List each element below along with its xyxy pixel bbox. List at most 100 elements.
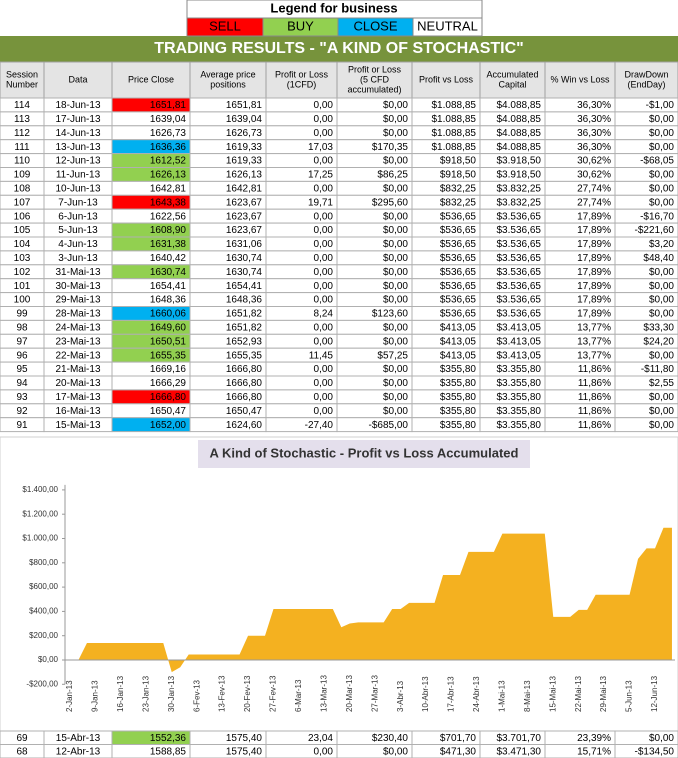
cell-text: 13,77% <box>577 322 611 333</box>
x-tick-label: 23-Jan-13 <box>141 675 150 712</box>
x-tick-label: 27-Fev-13 <box>269 675 278 712</box>
cell-text: $3.832,25 <box>497 183 542 194</box>
column-header: (5 CFD <box>360 74 390 84</box>
cell-text: $355,80 <box>440 406 477 417</box>
cell-text: $0,00 <box>383 267 408 278</box>
legend-label: BUY <box>287 18 314 33</box>
cell-text: $0,00 <box>649 350 674 361</box>
cell-text: $57,25 <box>377 350 408 361</box>
cell-text: 1642,81 <box>150 183 187 194</box>
column-header: accumulated) <box>347 84 401 94</box>
cell-text: 0,00 <box>314 746 334 757</box>
cell-text: $536,65 <box>440 253 477 264</box>
x-tick-label: 1-Mai-13 <box>498 680 507 712</box>
cell-text: 11,45 <box>309 350 334 361</box>
cell-text: 0,00 <box>314 253 334 264</box>
cell-text: 107 <box>14 197 31 208</box>
cell-text: $170,35 <box>372 142 409 153</box>
cell-text: 1650,47 <box>150 406 187 417</box>
cell-text: $3.471,30 <box>497 746 542 757</box>
cell-text: -$68,05 <box>640 156 674 167</box>
cell-text: 104 <box>14 239 31 250</box>
cell-text: 13,77% <box>577 336 611 347</box>
cell-text: $832,25 <box>440 183 477 194</box>
header-cell <box>336 61 413 99</box>
cell-text: 1640,42 <box>150 253 187 264</box>
cell-text: 1666,80 <box>226 364 263 375</box>
cell-text: $2,55 <box>649 378 674 389</box>
cell-text: 11,86% <box>578 406 611 417</box>
cell-text: 1630,74 <box>226 253 263 264</box>
cell-text: -27,40 <box>305 420 334 431</box>
cell-text: 0,00 <box>314 114 334 125</box>
cell-text: 111 <box>14 142 30 153</box>
cell-text: 1669,16 <box>150 364 187 375</box>
cell-text: 0,00 <box>314 211 334 222</box>
cell-text: 21-Mai-13 <box>55 364 100 375</box>
column-header: Profit or Loss <box>275 69 329 79</box>
cell-text: 1642,81 <box>226 183 263 194</box>
cell-text: 13,77% <box>577 350 611 361</box>
cell-text: -$685,00 <box>369 420 409 431</box>
cell-text: $0,00 <box>383 281 408 292</box>
cell-text: $0,00 <box>383 225 408 236</box>
cell-text: 99 <box>16 309 28 320</box>
legend-title: Legend for business <box>270 0 397 15</box>
cell-text: $0,00 <box>649 420 674 431</box>
cell-text: $1.088,85 <box>432 128 477 139</box>
cell-text: 4-Jun-13 <box>58 239 98 250</box>
cell-text: 17,89% <box>577 309 611 320</box>
cell-text: $0,00 <box>649 406 674 417</box>
cell-text: 1652,00 <box>150 420 187 431</box>
cell-text: 17,89% <box>577 239 611 250</box>
cell-text: 6-Jun-13 <box>58 211 98 222</box>
cell-text: 1619,33 <box>226 142 263 153</box>
cell-text: $536,65 <box>440 267 477 278</box>
cell-text: 1651,81 <box>150 100 187 111</box>
cell-text: 1666,80 <box>226 378 263 389</box>
cell-text: 8,24 <box>314 309 334 320</box>
cell-text: 1666,80 <box>150 392 187 403</box>
cell-text: 91 <box>16 420 28 431</box>
cell-text: $0,00 <box>383 322 408 333</box>
title-bar <box>0 36 678 62</box>
cell-text: $0,00 <box>383 253 408 264</box>
cell-text: -$134,50 <box>635 746 675 757</box>
cell-text: 1612,52 <box>150 156 187 167</box>
cell-text: 17,03 <box>308 142 333 153</box>
cell-text: $536,65 <box>440 225 477 236</box>
cell-text: 0,00 <box>314 295 334 306</box>
y-tick-label: $1.200,00 <box>22 509 58 518</box>
cell-text: $0,00 <box>383 378 408 389</box>
cell-text: 17,89% <box>577 253 611 264</box>
cell-text: 110 <box>14 156 30 167</box>
cell-text: $832,25 <box>440 197 477 208</box>
cell-text: 1624,60 <box>226 420 263 431</box>
cell-text: 11-Jun-13 <box>56 170 101 181</box>
header-cell <box>189 61 267 99</box>
y-tick-label: $400,00 <box>29 607 58 616</box>
column-header: DrawDown <box>624 69 668 79</box>
cell-text: 112 <box>14 128 30 139</box>
cell-text: $1.088,85 <box>432 114 477 125</box>
column-header: positions <box>210 79 246 89</box>
column-header: (1CFD) <box>287 79 317 89</box>
cell-text: 11,86% <box>578 392 611 403</box>
cell-text: $48,40 <box>643 253 674 264</box>
cell-text: 114 <box>14 100 30 111</box>
x-tick-label: 12-Jun-13 <box>650 675 659 712</box>
cell-text: 106 <box>14 211 31 222</box>
x-tick-label: 5-Jun-13 <box>625 680 634 712</box>
x-tick-label: 27-Mar-13 <box>370 675 379 712</box>
cell-text: 23,04 <box>308 733 333 744</box>
cell-text: 30,62% <box>577 170 611 181</box>
header-cell <box>43 61 113 99</box>
cell-text: 1631,38 <box>150 239 187 250</box>
cell-text: $3.536,65 <box>497 239 542 250</box>
cell-text: 1626,13 <box>226 170 263 181</box>
cell-text: 1588,85 <box>150 746 187 757</box>
x-tick-label: 10-Abr-13 <box>421 676 430 712</box>
cell-text: 17,89% <box>577 267 611 278</box>
x-tick-label: 15-Mai-13 <box>548 675 557 712</box>
cell-text: 27,74% <box>577 183 611 194</box>
